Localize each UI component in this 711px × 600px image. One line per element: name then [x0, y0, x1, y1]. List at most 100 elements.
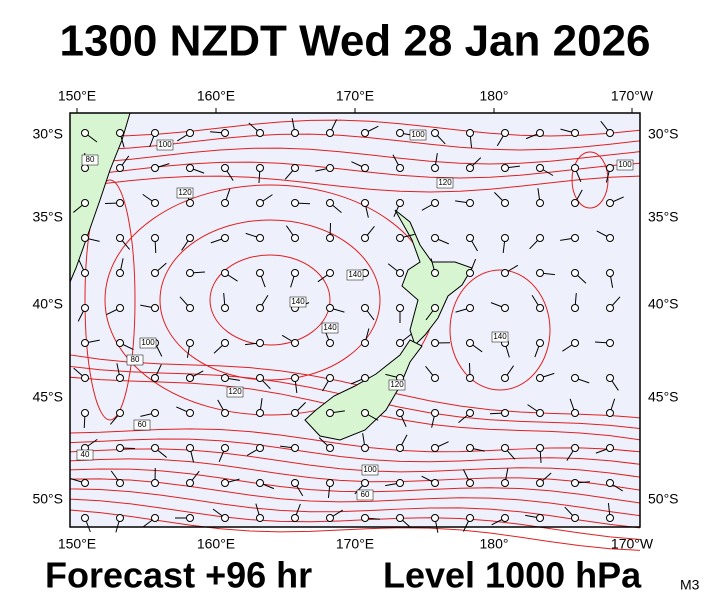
barb-station	[571, 374, 579, 382]
barb-station	[466, 234, 474, 242]
contour-label: 100	[618, 160, 632, 169]
barb-station	[536, 199, 544, 207]
barb-station	[151, 269, 159, 277]
lon-label-top: 160°E	[197, 88, 235, 104]
barb-station	[326, 409, 334, 417]
contour-label-box	[81, 154, 99, 166]
barb-station	[291, 199, 299, 207]
isobar	[69, 161, 641, 179]
barb-station	[291, 479, 299, 487]
isobar	[69, 509, 641, 551]
barb-station	[221, 199, 229, 207]
forecast-label: Forecast +96 hr	[45, 555, 312, 596]
level-label: Level 1000 hPa	[383, 555, 642, 596]
barb-station	[326, 339, 334, 347]
barb-station	[501, 479, 509, 487]
lon-label-bottom: 170°E	[336, 536, 374, 552]
barb-station	[536, 164, 544, 172]
contour-label: 120	[390, 380, 404, 389]
barb-station	[291, 129, 299, 137]
barb-station	[221, 304, 229, 312]
barb-station	[186, 479, 194, 487]
contour-label-box	[361, 464, 379, 476]
contour-labels: 8010012010012010014014014010080120601201…	[76, 129, 634, 501]
contour-label: 80	[131, 355, 140, 364]
contour-label-box	[133, 419, 151, 431]
isobar	[69, 425, 641, 478]
barb-station	[606, 444, 614, 452]
isobar	[209, 254, 331, 346]
barb-station	[431, 234, 439, 242]
barb-station	[256, 129, 264, 137]
contour-label: 140	[348, 270, 362, 279]
lat-label-left: 40°S	[32, 296, 63, 312]
barb-station	[396, 269, 404, 277]
barb-station	[256, 164, 264, 172]
barb-station	[536, 479, 544, 487]
barb-station	[256, 514, 264, 522]
barb-station	[431, 444, 439, 452]
barb-station	[116, 304, 124, 312]
barb-station	[466, 374, 474, 382]
barb-station	[326, 129, 334, 137]
isobar	[69, 467, 641, 517]
lon-label-top: 170°E	[336, 88, 374, 104]
isobar	[69, 411, 641, 465]
model-code: M3	[680, 577, 700, 593]
barb-station	[361, 479, 369, 487]
barb-station	[186, 514, 194, 522]
lat-label-right: 35°S	[648, 209, 679, 225]
barb-station	[501, 374, 509, 382]
barb-station	[116, 409, 124, 417]
barb-station	[291, 234, 299, 242]
contour-label: 60	[138, 420, 147, 429]
barb-station	[151, 129, 159, 137]
barb-station	[151, 409, 159, 417]
barb-station	[571, 199, 579, 207]
barb-station	[221, 164, 229, 172]
barb-station	[256, 409, 264, 417]
contour-label: 80	[86, 155, 95, 164]
barb-station	[361, 409, 369, 417]
barb-station	[186, 374, 194, 382]
barb-station	[501, 234, 509, 242]
barb-station	[361, 234, 369, 242]
barb-station	[606, 479, 614, 487]
barb-station	[571, 164, 579, 172]
contour-label: 140	[291, 297, 305, 306]
barb-station	[536, 444, 544, 452]
barb-station	[81, 269, 89, 277]
barb-station	[396, 339, 404, 347]
contour-label: 140	[323, 323, 337, 332]
barb-station	[186, 234, 194, 242]
wind-barbs	[70, 118, 624, 533]
lon-label-bottom: 150°E	[58, 536, 96, 552]
barb-station	[466, 339, 474, 347]
barb-station	[256, 304, 264, 312]
barb-station	[326, 234, 334, 242]
barb-station	[291, 339, 299, 347]
barb-station	[466, 269, 474, 277]
barb-station	[606, 199, 614, 207]
barb-station	[431, 514, 439, 522]
contour-label-box	[156, 139, 174, 151]
barb-station	[466, 304, 474, 312]
barb-station	[431, 479, 439, 487]
barb-station	[606, 374, 614, 382]
contour-label-box	[126, 354, 144, 366]
barb-station	[606, 129, 614, 137]
barb-station	[431, 409, 439, 417]
barb-station	[116, 129, 124, 137]
barb-station	[291, 164, 299, 172]
barb-station	[361, 304, 369, 312]
barb-station	[466, 164, 474, 172]
lat-label-left: 50°S	[32, 491, 63, 507]
barb-station	[536, 234, 544, 242]
barb-station	[536, 269, 544, 277]
barb-station	[501, 269, 509, 277]
barb-station	[536, 339, 544, 347]
barb-station	[501, 409, 509, 417]
isobar	[69, 439, 641, 491]
barb-station	[431, 339, 439, 347]
barb-station	[81, 409, 89, 417]
